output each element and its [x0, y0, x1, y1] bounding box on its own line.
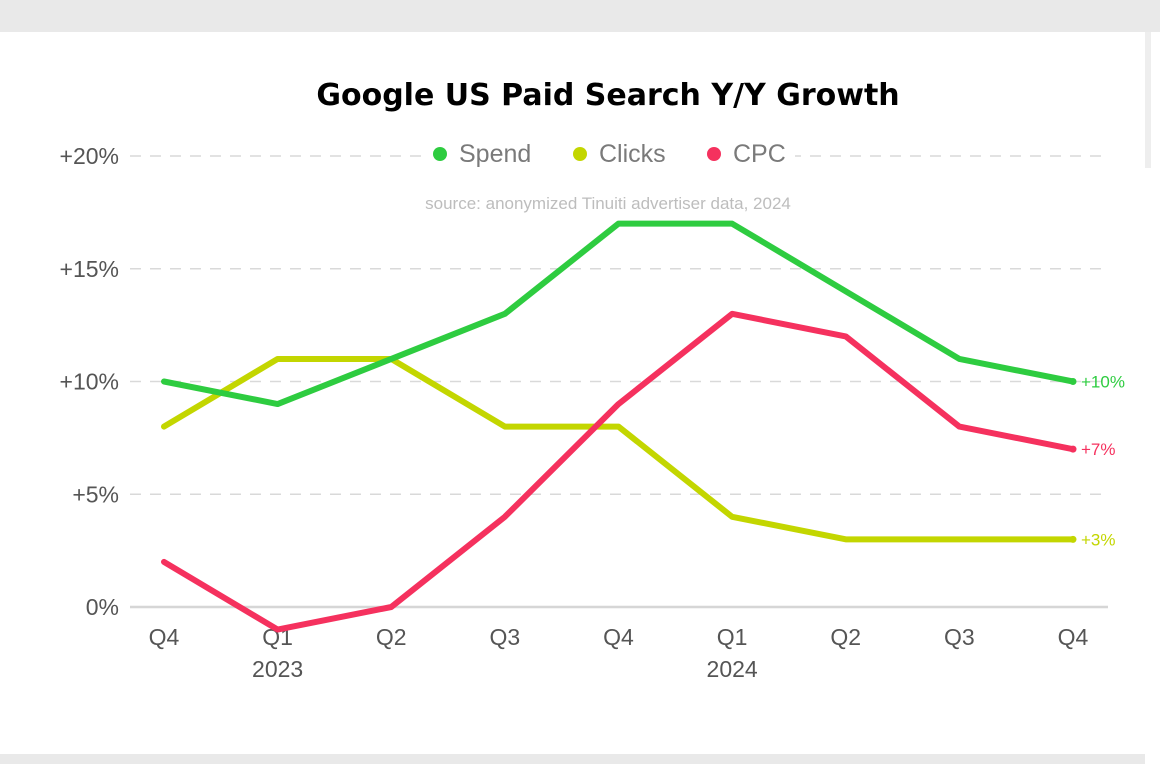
y-tick-label: +15% [60, 256, 119, 282]
x-year-label: 2024 [707, 656, 758, 682]
card-edge-right [1145, 32, 1160, 770]
end-point-marker [1069, 535, 1077, 543]
y-tick-label: 0% [86, 594, 119, 620]
x-tick-label: Q4 [1058, 624, 1089, 650]
legend: Spend Clicks CPC [425, 138, 795, 168]
x-tick-label: Q3 [490, 624, 521, 650]
series-line-spend [161, 220, 1076, 408]
legend-marker [707, 147, 721, 161]
series-line-cpc [161, 310, 1076, 633]
y-tick-label: +10% [60, 369, 119, 395]
chart-title: Google US Paid Search Y/Y Growth [316, 78, 899, 113]
card-edge-shade [1145, 32, 1151, 168]
y-tick-label: +5% [72, 481, 119, 507]
legend-label: Spend [459, 140, 531, 168]
end-value-label: +3% [1081, 530, 1116, 549]
end-point-marker [1069, 445, 1077, 453]
series-line-clicks [161, 355, 1076, 543]
end-value-label: +10% [1081, 373, 1125, 392]
legend-marker [573, 147, 587, 161]
x-tick-label: Q4 [149, 624, 180, 650]
x-year-label: 2023 [252, 656, 303, 682]
end-value-label: +7% [1081, 440, 1116, 459]
legend-background [425, 138, 795, 168]
next-card-edge [0, 764, 1145, 770]
legend-label: Clicks [599, 140, 666, 168]
y-tick-label: +20% [60, 143, 119, 169]
series-lines [161, 220, 1076, 633]
x-tick-label: Q4 [603, 624, 634, 650]
x-tick-label: Q1 [717, 624, 748, 650]
x-tick-label: Q2 [376, 624, 407, 650]
end-point-marker [1069, 378, 1077, 385]
chart-source: source: anonymized Tinuiti advertiser da… [425, 194, 791, 213]
x-tick-label: Q3 [944, 624, 975, 650]
x-tick-label: Q2 [830, 624, 861, 650]
end-labels: +10% +3% +7% [1069, 373, 1125, 549]
legend-label: CPC [733, 140, 786, 168]
legend-marker [433, 147, 447, 161]
y-axis: 0% +5% +10% +15% +20% [60, 143, 119, 620]
